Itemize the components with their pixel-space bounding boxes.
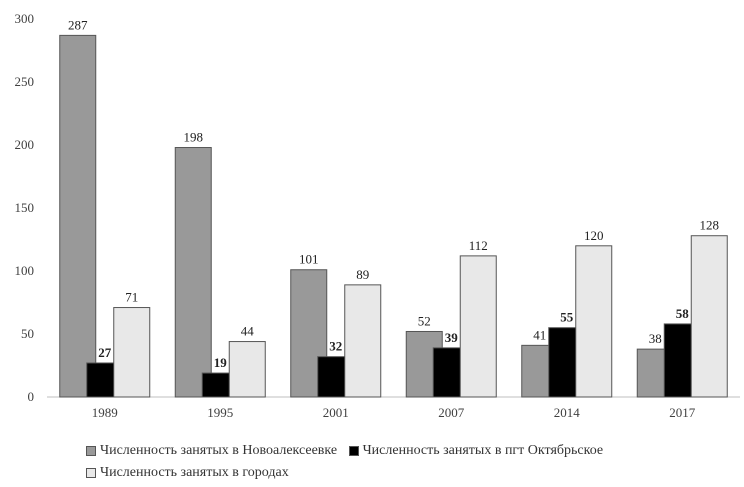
data-label: 112: [469, 238, 488, 253]
data-label: 39: [445, 330, 459, 345]
legend-label-cities: Численность занятых в городах: [100, 465, 289, 480]
data-label: 55: [560, 310, 574, 325]
y-tick-label: 200: [15, 137, 35, 152]
y-tick-label: 300: [15, 11, 35, 26]
legend-swatch-oktyabrskoe: [348, 446, 359, 456]
legend-label-oktyabrskoe: Численность занятых в пгт Октябрьское: [362, 443, 604, 458]
data-label: 38: [649, 331, 662, 346]
data-label: 44: [241, 324, 255, 339]
bar: [228, 341, 266, 398]
data-label: 27: [98, 345, 112, 360]
bar: [575, 245, 613, 398]
x-tick-label: 1995: [207, 405, 233, 420]
bar: [113, 307, 151, 398]
x-tick-label: 1989: [92, 405, 118, 420]
bar: [59, 34, 97, 398]
data-label: 120: [584, 228, 604, 243]
data-label: 89: [356, 267, 369, 282]
y-tick-label: 0: [28, 389, 35, 404]
bar: [174, 147, 212, 398]
data-label: 71: [125, 290, 138, 305]
data-label: 198: [184, 130, 204, 145]
y-tick-label: 150: [15, 200, 35, 215]
legend-item-oktyabrskoe: Численность занятых в пгт Октябрьское: [348, 440, 604, 462]
data-label: 52: [418, 313, 431, 328]
data-label: 128: [700, 218, 720, 233]
y-tick-label: 100: [15, 263, 35, 278]
bar: [690, 235, 728, 398]
data-label: 287: [68, 17, 88, 32]
data-label: 58: [676, 306, 690, 321]
x-tick-label: 2014: [554, 405, 581, 420]
data-label: 32: [329, 339, 342, 354]
y-tick-label: 250: [15, 74, 35, 89]
data-label: 19: [214, 355, 228, 370]
x-tick-label: 2001: [323, 405, 349, 420]
legend-swatch-cities: [86, 468, 96, 478]
bar: [344, 284, 382, 398]
legend-item-cities: Численность занятых в городах: [86, 462, 289, 484]
x-tick-label: 2017: [669, 405, 696, 420]
bar-chart: 0 50 100 150 200 250 300 287 27 71 1989 198 19 44 1995…: [15, 11, 740, 420]
legend-swatch-novoalekseevka: [86, 446, 96, 456]
legend-item-novoalekseevka: Численность занятых в Новоалексеевке: [86, 440, 337, 462]
bar: [459, 255, 497, 398]
legend-label-novoalekseevka: Численность занятых в Новоалексеевке: [100, 443, 338, 458]
data-label: 101: [299, 252, 319, 267]
legend: Численность занятых в Новоалексеевке Чис…: [86, 440, 736, 484]
x-tick-label: 2007: [438, 405, 465, 420]
data-label: 41: [533, 327, 546, 342]
y-tick-label: 50: [21, 326, 34, 341]
